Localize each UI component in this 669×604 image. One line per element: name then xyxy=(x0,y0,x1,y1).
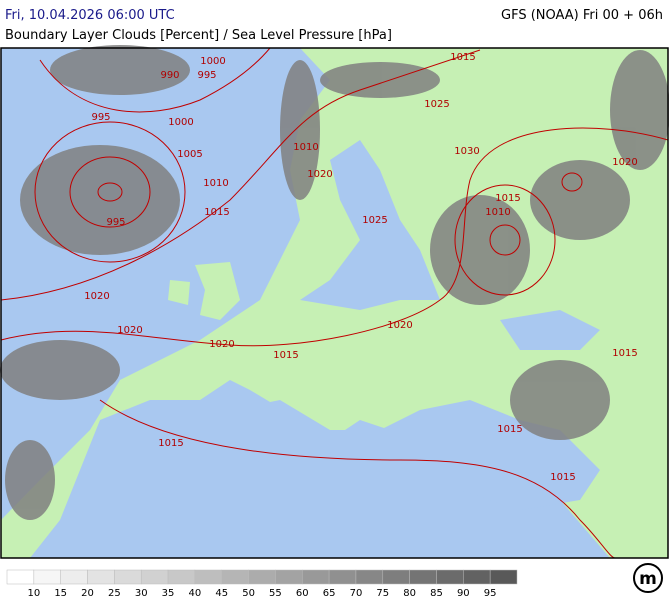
isobar-label: 1030 xyxy=(454,146,479,157)
colorbar-swatch xyxy=(248,569,276,585)
isobar-label: 1005 xyxy=(177,149,202,160)
isobar-label: 1015 xyxy=(273,350,298,361)
isobar-label: 1020 xyxy=(307,169,332,180)
colorbar-label: 20 xyxy=(81,588,94,599)
isobars xyxy=(0,47,669,559)
isobar-label: 1015 xyxy=(495,193,520,204)
isobar-label: 1020 xyxy=(387,320,412,331)
colorbar-label: 65 xyxy=(323,588,336,599)
colorbar-label: 40 xyxy=(189,588,202,599)
colorbar-label: 90 xyxy=(457,588,470,599)
colorbar-label: 10 xyxy=(27,588,40,599)
isobar-label: 1015 xyxy=(158,438,183,449)
colorbar-swatch xyxy=(221,569,249,585)
colorbar-label: 50 xyxy=(242,588,255,599)
colorbar-label: 25 xyxy=(108,588,121,599)
isobar-label: 995 xyxy=(106,217,125,228)
subtitle: Boundary Layer Clouds [Percent] / Sea Le… xyxy=(5,28,392,43)
colorbar-swatch xyxy=(409,569,437,585)
colorbar-label: 15 xyxy=(54,588,67,599)
colorbar-swatch xyxy=(463,569,491,585)
isobar-label: 1015 xyxy=(550,472,575,483)
isobar-label: 995 xyxy=(197,70,216,81)
colorbar-swatch xyxy=(275,569,303,585)
colorbar-swatch xyxy=(489,569,518,585)
isobar-label: 1025 xyxy=(424,99,449,110)
colorbar-swatch xyxy=(87,569,115,585)
colorbar-swatch xyxy=(194,569,222,585)
isobar-label: 1020 xyxy=(84,291,109,302)
isobar-label: 1015 xyxy=(204,207,229,218)
isobar-label: 1010 xyxy=(203,178,228,189)
colorbar-swatch xyxy=(167,569,196,585)
isobar-label: 1020 xyxy=(209,339,234,350)
logo xyxy=(633,563,663,593)
isobar-label: 1000 xyxy=(200,56,225,67)
date-label: Fri, 10.04.2026 06:00 UTC xyxy=(5,8,175,23)
colorbar-swatch xyxy=(114,569,142,585)
colorbar-label: 60 xyxy=(296,588,309,599)
logo-text: m xyxy=(639,569,657,589)
colorbar-label: 70 xyxy=(350,588,363,599)
map xyxy=(0,45,669,559)
isobar-label: 1015 xyxy=(612,348,637,359)
isobar-label: 990 xyxy=(160,70,179,81)
colorbar-swatch xyxy=(382,569,410,585)
colorbar-label: 75 xyxy=(376,588,389,599)
isobar-label: 995 xyxy=(91,112,110,123)
colorbar-swatch xyxy=(140,569,169,585)
mediterranean xyxy=(200,400,600,510)
isobar-label: 1010 xyxy=(485,207,510,218)
colorbar-label: 85 xyxy=(430,588,443,599)
colorbar-label: 35 xyxy=(162,588,175,599)
colorbar-swatch xyxy=(60,569,88,585)
black-sea xyxy=(500,310,600,350)
colorbar-swatch xyxy=(6,569,35,585)
colorbar-swatch xyxy=(328,569,357,585)
colorbar-swatch xyxy=(355,569,384,585)
colorbar-label: 55 xyxy=(269,588,282,599)
colorbar-swatch xyxy=(436,569,464,585)
colorbar-swatch xyxy=(33,569,61,585)
british-isles xyxy=(168,262,240,320)
isobar-label: 1015 xyxy=(497,424,522,435)
isobar-label: 1010 xyxy=(293,142,318,153)
baltic-sea xyxy=(300,140,440,310)
clouds xyxy=(0,45,669,520)
colorbar-swatch xyxy=(302,569,330,585)
colorbar-label: 80 xyxy=(403,588,416,599)
isobar-label: 1020 xyxy=(117,325,142,336)
isobar-label: 1000 xyxy=(168,117,193,128)
colorbar-label: 45 xyxy=(215,588,228,599)
isobar-label: 1025 xyxy=(362,215,387,226)
isobar-label: 1015 xyxy=(450,52,475,63)
colorbar-label: 30 xyxy=(135,588,148,599)
model-label: GFS (NOAA) Fri 00 + 06h xyxy=(501,8,663,23)
isobar-label: 1020 xyxy=(612,157,637,168)
map-border xyxy=(0,47,669,559)
colorbar-label: 95 xyxy=(484,588,497,599)
